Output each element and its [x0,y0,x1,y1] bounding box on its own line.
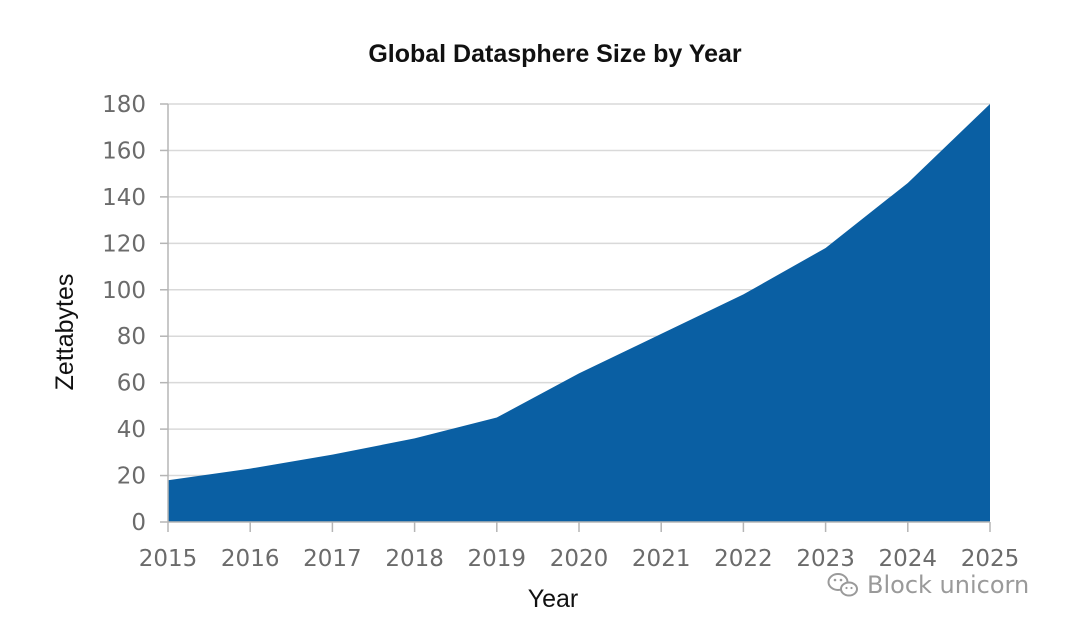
wechat-icon [827,573,858,597]
x-axis-label: Year [528,585,579,613]
y-tick-label: 60 [117,371,146,397]
x-tick-label: 2018 [385,546,444,572]
x-tick-label: 2022 [714,546,773,572]
y-tick-labels: 0 20 40 60 80 100 120 140 160 180 [102,92,146,536]
watermark: Block unicorn [827,571,1029,599]
x-tick-label: 2019 [468,546,527,572]
chart-title: Global Datasphere Size by Year [368,40,742,68]
x-tick-label: 2025 [961,546,1020,572]
y-tick-label: 120 [102,231,146,257]
y-tick-label: 40 [117,417,146,443]
axes [160,103,991,532]
y-tick-label: 100 [102,278,146,304]
gridlines [168,103,990,477]
x-tick-label: 2015 [139,546,198,572]
y-tick-label: 80 [117,324,146,350]
y-axis-label: Zettabytes [51,274,79,391]
x-tick-label: 2020 [550,546,609,572]
x-tick-label: 2017 [303,546,362,572]
area-series [167,103,991,522]
x-tick-labels: 2015 2016 2017 2018 2019 2020 2021 2022 2023 2024… [139,546,1020,572]
y-tick-label: 180 [102,92,146,118]
y-tick-label: 160 [102,138,146,164]
watermark-text: Block unicorn [867,571,1029,599]
y-tick-label: 140 [102,185,146,211]
x-tick-label: 2016 [221,546,280,572]
x-tick-label: 2023 [796,546,855,572]
y-tick-label: 20 [117,464,146,490]
x-tick-label: 2021 [632,546,691,572]
x-tick-label: 2024 [879,546,938,572]
y-tick-label: 0 [131,510,146,536]
area-fill [168,104,990,522]
